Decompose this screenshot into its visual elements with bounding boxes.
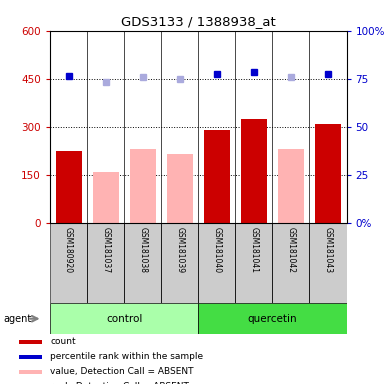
Text: GSM181039: GSM181039 [175,227,184,273]
Text: rank, Detection Call = ABSENT: rank, Detection Call = ABSENT [50,382,189,384]
Bar [310,223,346,303]
Bar [273,223,310,303]
Text: quercetin: quercetin [248,314,297,324]
Text: GSM180920: GSM180920 [64,227,73,273]
Text: GSM181041: GSM181041 [249,227,258,273]
Text: count: count [50,337,76,346]
Bar [50,223,87,303]
Title: GDS3133 / 1388938_at: GDS3133 / 1388938_at [121,15,276,28]
Bar [19,339,42,344]
Bar [19,369,42,374]
Text: GSM181040: GSM181040 [212,227,221,273]
Bar [87,223,124,303]
Bar [241,119,267,223]
Bar [235,223,273,303]
Bar [198,303,346,334]
Bar [204,130,230,223]
Bar [278,149,304,223]
Bar [198,223,235,303]
Bar [93,172,119,223]
Text: GSM181038: GSM181038 [138,227,147,273]
Text: percentile rank within the sample: percentile rank within the sample [50,352,203,361]
Bar [167,154,193,223]
Bar [161,223,198,303]
Bar [130,149,156,223]
Bar [19,354,42,359]
Text: agent: agent [4,314,32,324]
Bar [55,151,82,223]
Text: control: control [106,314,142,324]
Text: GSM181042: GSM181042 [286,227,295,273]
Bar [124,223,161,303]
Text: GSM181043: GSM181043 [323,227,333,273]
Text: GSM181037: GSM181037 [101,227,110,273]
Bar [315,124,341,223]
Bar [50,303,198,334]
Text: value, Detection Call = ABSENT: value, Detection Call = ABSENT [50,367,194,376]
